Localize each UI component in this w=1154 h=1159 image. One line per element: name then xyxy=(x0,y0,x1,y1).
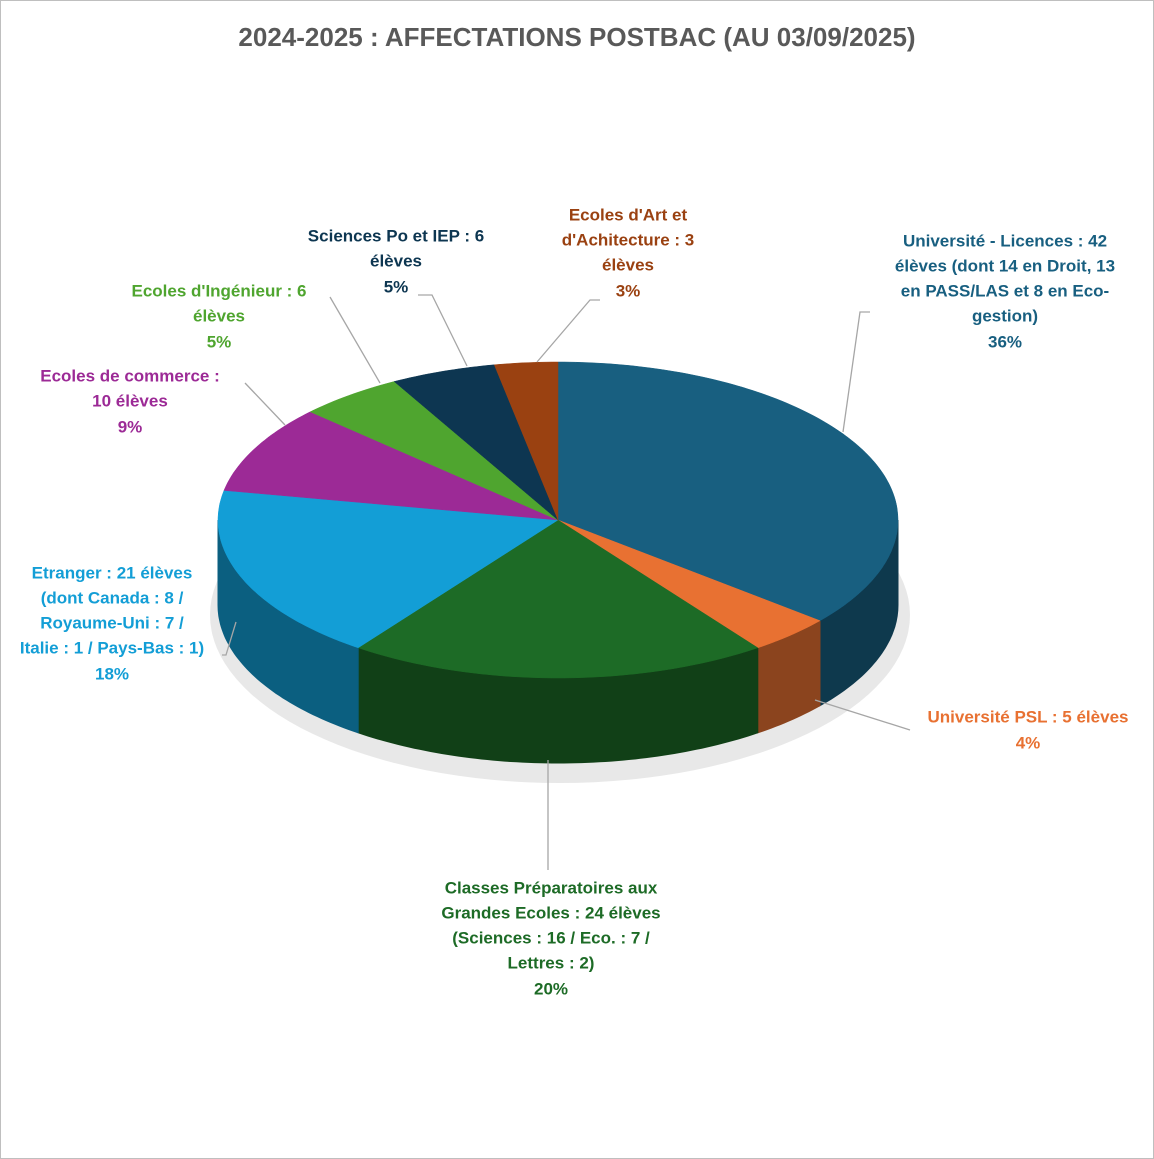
value-label: 5% xyxy=(207,332,232,351)
slice xyxy=(357,519,759,679)
slice xyxy=(493,361,559,521)
leader-line xyxy=(418,294,468,367)
data-label: Royaume-Uni : 7 / xyxy=(40,613,184,632)
value-label: 36% xyxy=(988,332,1022,351)
data-label: (dont Canada : 8 / xyxy=(41,588,184,607)
slice xyxy=(557,361,899,621)
leader-line xyxy=(814,699,911,731)
slice xyxy=(223,411,559,521)
chart-title: 2024-2025 : AFFECTATIONS POSTBAC (AU 03/… xyxy=(238,22,915,52)
data-label: Université - Licences : 42 xyxy=(903,231,1107,250)
data-label: d'Achitecture : 3 xyxy=(562,230,695,249)
data-label: Ecoles de commerce : xyxy=(40,366,220,385)
leader-line xyxy=(329,296,381,384)
data-label: Lettres : 2) xyxy=(508,953,595,972)
data-label: Italie : 1 / Pays-Bas : 1) xyxy=(20,638,204,657)
data-label: Ecoles d'Ingénieur : 6 xyxy=(131,281,306,300)
data-label: Ecoles d'Art et xyxy=(569,205,688,224)
value-label: 9% xyxy=(118,417,143,436)
data-label: en PASS/LAS et 8 en Eco- xyxy=(901,281,1109,300)
data-label: gestion) xyxy=(972,306,1038,325)
data-label: Classes Préparatoires aux xyxy=(445,878,658,897)
slice xyxy=(309,381,559,521)
value-label: 18% xyxy=(95,664,129,683)
data-label: Etranger : 21 élèves xyxy=(32,563,193,582)
data-label: Sciences Po et IEP : 6 xyxy=(308,226,484,245)
leader-line xyxy=(536,299,600,363)
value-label: 3% xyxy=(616,281,641,300)
data-label: élèves xyxy=(370,251,422,270)
leader-line xyxy=(244,382,286,426)
value-label: 5% xyxy=(384,277,409,296)
value-label: 20% xyxy=(534,979,568,998)
data-label: élèves xyxy=(602,255,654,274)
value-label: 4% xyxy=(1016,733,1041,752)
data-label: élèves (dont 14 en Droit, 13 xyxy=(895,256,1115,275)
data-label: élèves xyxy=(193,306,245,325)
slice xyxy=(393,364,559,521)
slice xyxy=(217,490,559,649)
slice xyxy=(557,519,821,649)
data-label: 10 élèves xyxy=(92,391,168,410)
data-label: (Sciences : 16 / Eco. : 7 / xyxy=(452,928,650,947)
leader-line xyxy=(842,311,870,433)
data-label: Université PSL : 5 élèves xyxy=(928,707,1129,726)
leader-line xyxy=(222,621,237,656)
data-label: Grandes Ecoles : 24 élèves xyxy=(441,903,660,922)
